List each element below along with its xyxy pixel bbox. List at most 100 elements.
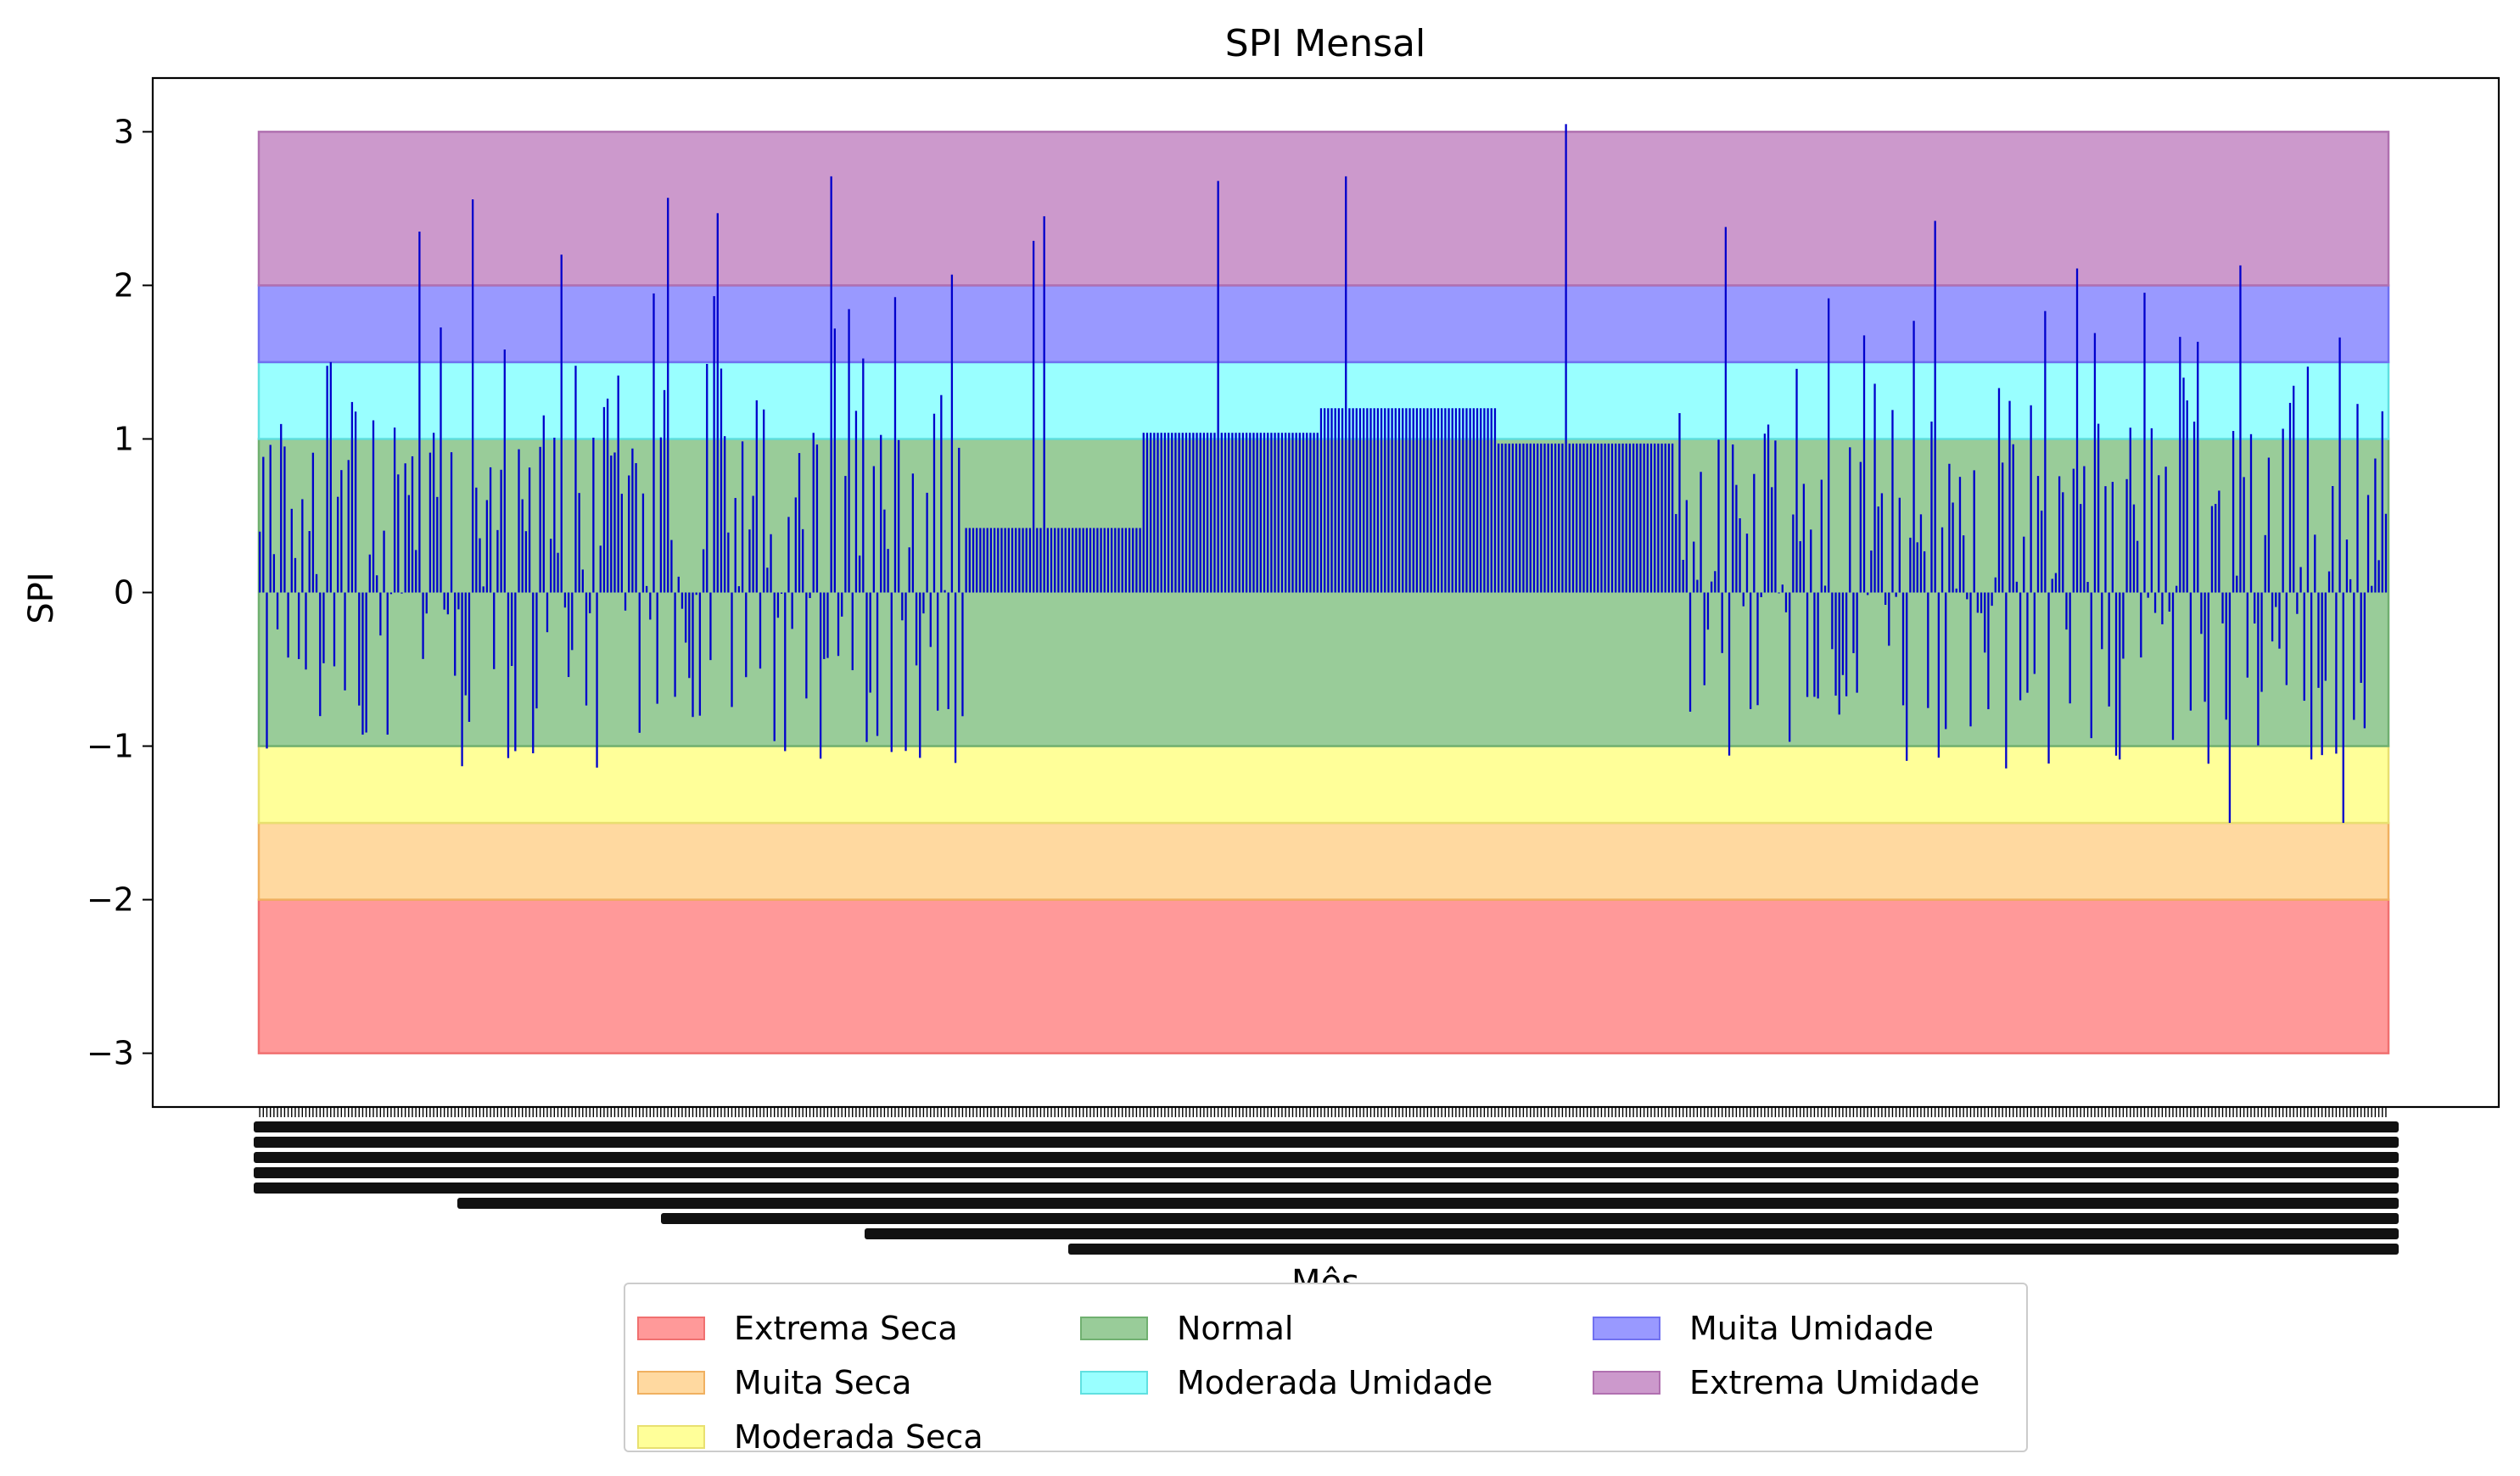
spi-bar	[528, 467, 531, 593]
spi-bar	[1015, 528, 1017, 593]
spi-bar	[1156, 433, 1159, 593]
spi-bar	[1415, 408, 1419, 593]
spi-bar	[2257, 592, 2260, 746]
spi-bar	[766, 567, 769, 593]
spi-bar	[2310, 592, 2313, 760]
spi-bar	[1341, 408, 1344, 593]
spi-bar	[1316, 433, 1319, 593]
spi-bar	[1657, 443, 1660, 593]
spi-bar	[1714, 571, 1716, 593]
spi-bar	[276, 592, 279, 629]
spi-bar	[2239, 265, 2242, 593]
spi-bar	[1700, 472, 1702, 593]
spi-bar	[311, 452, 315, 593]
spi-bar	[1298, 433, 1302, 593]
spi-bar	[1973, 470, 1975, 593]
spi-bar	[2260, 592, 2263, 692]
legend-item-moderada-seca: Moderada Seca	[637, 1418, 983, 1456]
spi-bar	[1529, 443, 1532, 593]
spi-bar	[1064, 528, 1067, 593]
spi-bar	[1231, 433, 1234, 593]
spi-bar	[347, 460, 350, 593]
spi-bar	[1171, 433, 1173, 593]
spi-bar	[1444, 408, 1447, 593]
spi-bar	[2356, 404, 2359, 593]
spi-bar	[479, 538, 481, 593]
y-tick-label: −3	[87, 1035, 134, 1072]
spi-bar	[1327, 408, 1330, 593]
spi-bar	[524, 531, 528, 593]
spi-bar	[706, 363, 708, 593]
spi-bar	[2210, 506, 2214, 593]
spi-bar	[685, 592, 687, 643]
spi-bar	[1163, 433, 1167, 593]
spi-bar	[560, 254, 563, 593]
spi-bar	[1867, 592, 1869, 595]
spi-bar	[1174, 433, 1177, 593]
spi-bar	[1132, 528, 1134, 593]
spi-bar	[944, 590, 946, 593]
spi-bar	[1891, 410, 1894, 593]
spi-bar	[333, 592, 336, 667]
spi-bar	[2207, 592, 2209, 764]
spi-bar	[287, 592, 289, 658]
spi-bar	[1366, 408, 1369, 593]
spi-bar	[1838, 592, 1840, 715]
spi-bar	[1940, 527, 1944, 593]
spi-bar	[2129, 428, 2131, 593]
spi-bar	[844, 476, 847, 593]
spi-bar	[979, 528, 982, 593]
spi-bar	[361, 592, 364, 735]
spi-bar	[2254, 592, 2256, 623]
spi-bar	[1515, 443, 1518, 593]
spi-bar	[1259, 433, 1262, 593]
spi-bar	[1199, 433, 1201, 593]
spi-bar	[2267, 457, 2271, 593]
spi-bar	[518, 449, 520, 593]
spi-bar	[539, 446, 541, 593]
spi-bar	[2317, 592, 2320, 688]
spi-bar	[1306, 433, 1308, 593]
spi-bar	[1046, 528, 1049, 593]
spi-bar	[1263, 433, 1266, 593]
spi-bar	[2228, 592, 2232, 824]
spi-bar	[2345, 539, 2349, 593]
spi-bar	[2005, 592, 2008, 769]
spi-bar	[1660, 443, 1663, 593]
spi-bar	[1480, 408, 1482, 593]
spi-bar	[397, 474, 400, 593]
spi-bar	[1124, 528, 1128, 593]
spi-bar	[1202, 433, 1206, 593]
spi-bar	[1490, 408, 1492, 593]
spi-bar	[2143, 293, 2146, 593]
spi-bar	[1153, 433, 1156, 593]
spi-bar	[659, 437, 663, 593]
spi-bar	[815, 444, 819, 593]
legend-item-moderada-umidade: Moderada Umidade	[1080, 1364, 1492, 1401]
spi-bar	[1270, 433, 1273, 593]
y-axis-label: SPI	[22, 572, 61, 623]
spi-bar	[1831, 592, 1834, 650]
spi-bar	[2093, 333, 2097, 593]
spi-bar	[383, 530, 385, 593]
spi-bar	[1934, 221, 1936, 593]
spi-bar	[1142, 433, 1145, 593]
spi-bar	[1402, 408, 1404, 593]
spi-bar	[503, 349, 506, 593]
spi-bar	[1834, 592, 1837, 696]
spi-bar	[937, 592, 939, 711]
spi-bar	[2164, 467, 2167, 593]
spi-bar	[1732, 444, 1734, 593]
spi-bar	[1823, 585, 1827, 593]
spi-bar	[613, 452, 616, 593]
spi-bar	[372, 420, 375, 593]
spi-bar	[550, 539, 552, 593]
spi-bar	[532, 592, 535, 754]
spi-bar	[865, 592, 868, 742]
spi-bar	[1856, 592, 1858, 693]
spi-bar	[1621, 443, 1624, 593]
spi-bar	[1543, 443, 1546, 593]
spi-bar	[1213, 433, 1216, 593]
spi-bar	[649, 592, 652, 620]
